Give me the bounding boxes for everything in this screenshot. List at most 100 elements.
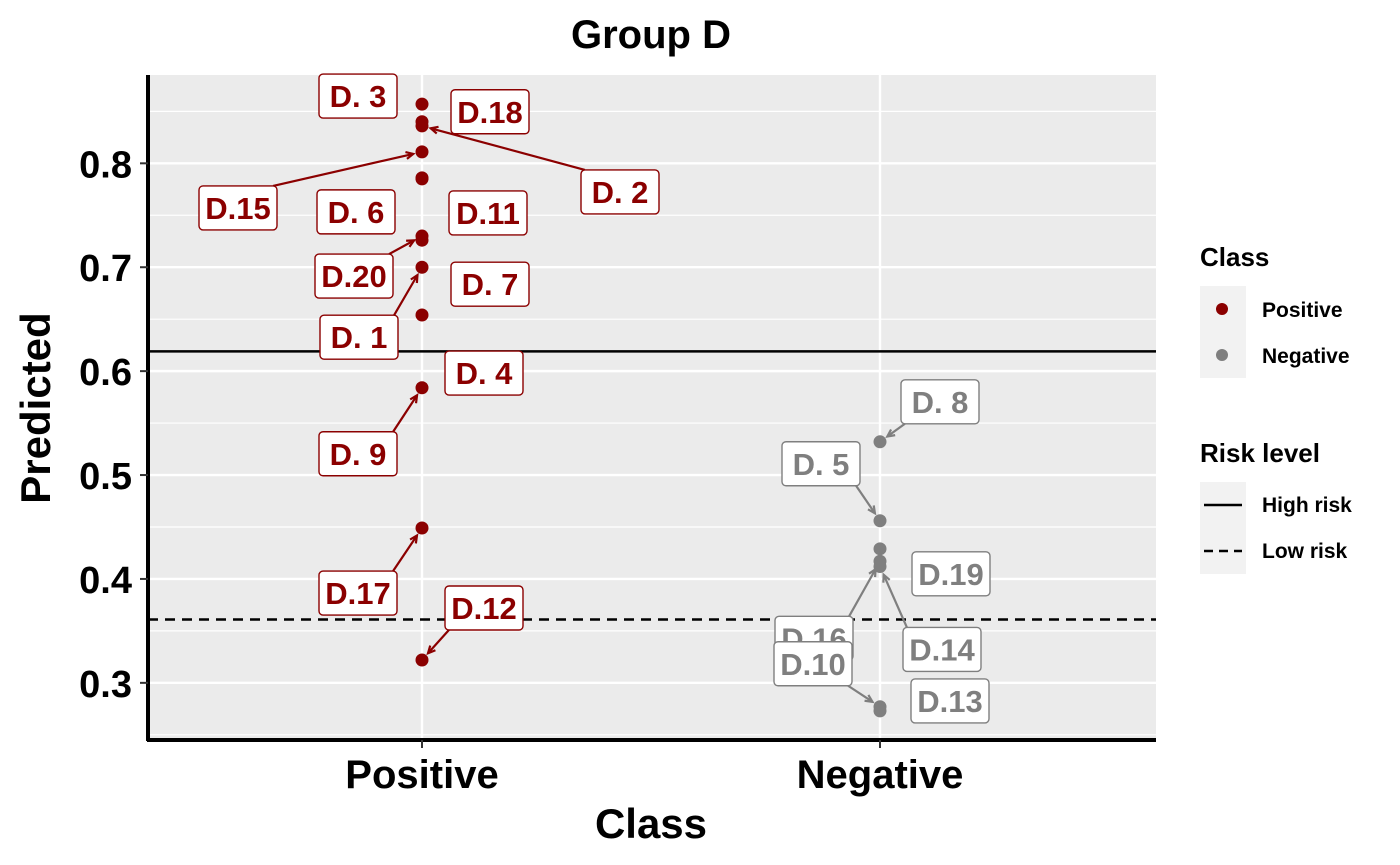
data-label: D. 3 xyxy=(318,73,398,119)
x-tick-label: Positive xyxy=(345,753,498,797)
data-label: D. 4 xyxy=(444,350,524,396)
data-label: D.13 xyxy=(910,678,990,724)
data-label-text: D.18 xyxy=(457,95,522,130)
data-label-text: D. 7 xyxy=(462,267,519,302)
label-leader xyxy=(430,127,586,171)
label-leader xyxy=(393,274,419,316)
legend-positive-key xyxy=(1216,303,1228,315)
data-point xyxy=(873,435,887,449)
legend-class-title: Class xyxy=(1200,242,1269,272)
data-label-box xyxy=(911,551,991,597)
data-label-box xyxy=(450,261,530,307)
data-point xyxy=(415,260,429,274)
data-label: D.10 xyxy=(773,641,853,687)
data-label-box xyxy=(318,570,398,616)
data-label-text: D. 5 xyxy=(793,447,850,482)
data-label-text: D.11 xyxy=(456,196,520,231)
data-label-box xyxy=(781,441,861,487)
data-label-text: D. 4 xyxy=(456,356,514,391)
data-label-box xyxy=(318,73,398,119)
data-points xyxy=(415,97,887,718)
axis-lines xyxy=(146,75,1156,742)
data-label: D.15 xyxy=(198,185,278,231)
minor-gridlines xyxy=(148,110,1156,736)
label-leader xyxy=(848,568,877,617)
data-label-text: D.10 xyxy=(780,647,845,682)
data-point xyxy=(415,521,429,535)
data-label-box xyxy=(314,253,394,299)
label-leader xyxy=(272,152,414,187)
data-label-box xyxy=(773,641,853,687)
label-leader xyxy=(855,485,876,514)
data-label: D. 9 xyxy=(318,431,398,477)
data-label-text: D. 8 xyxy=(912,385,969,420)
data-label-text: D.17 xyxy=(325,576,390,611)
data-point xyxy=(873,542,887,556)
leader-arrowhead xyxy=(864,694,875,704)
data-label-box xyxy=(900,379,980,425)
data-label: D. 6 xyxy=(316,189,396,235)
legend-high-risk-label: High risk xyxy=(1262,494,1352,517)
data-label-text: D. 6 xyxy=(328,195,385,230)
data-point xyxy=(415,172,429,186)
data-label-box xyxy=(910,678,990,724)
label-leader xyxy=(388,239,415,256)
leader-arrowhead xyxy=(426,645,436,656)
data-label: D. 7 xyxy=(450,261,530,307)
data-labels: D. 3 D.18 D. 2 D.15 D. 6 D.11 D.20 D. 7 D. 1 D. 4… xyxy=(198,73,991,724)
leader-arrowhead xyxy=(428,125,439,135)
leader-arrowhead xyxy=(409,533,419,544)
data-point xyxy=(415,145,429,159)
data-label: D. 1 xyxy=(319,314,399,360)
y-tick-label: 0.7 xyxy=(79,248,132,290)
x-tick-label: Negative xyxy=(797,753,964,797)
legend-class-key-background xyxy=(1200,286,1246,378)
data-label-box xyxy=(450,89,530,135)
data-label-box xyxy=(902,626,982,673)
data-label-box xyxy=(319,314,399,360)
data-label: D. 2 xyxy=(580,169,660,215)
data-label-box xyxy=(444,350,524,396)
data-point xyxy=(873,514,887,528)
data-label: D.14 xyxy=(902,626,982,673)
data-point xyxy=(873,704,887,718)
data-label: D. 5 xyxy=(781,441,861,487)
data-label: D.20 xyxy=(314,253,394,299)
major-gridlines xyxy=(148,75,1156,740)
chart-title: Group D xyxy=(571,13,731,57)
legend-low-risk-label: Low risk xyxy=(1262,540,1348,563)
data-point xyxy=(415,119,429,133)
data-point xyxy=(415,381,429,395)
legend-risk-title: Risk level xyxy=(1200,438,1320,468)
label-leader xyxy=(427,629,450,655)
x-axis-title: Class xyxy=(595,800,707,847)
data-label-text: D.12 xyxy=(451,591,516,626)
y-tick-label: 0.4 xyxy=(79,560,132,602)
data-label-text: D. 2 xyxy=(592,175,649,210)
data-label-box xyxy=(580,169,660,215)
y-axis-title: Predicted xyxy=(12,312,59,503)
legend-positive-label: Positive xyxy=(1262,299,1343,322)
leader-arrowhead xyxy=(882,572,891,583)
data-label-text: D.19 xyxy=(918,557,983,592)
data-point xyxy=(415,308,429,322)
data-label-text: D. 9 xyxy=(330,437,387,472)
data-label: D.18 xyxy=(450,89,530,135)
data-label: D. 8 xyxy=(900,379,980,425)
y-tick-label: 0.3 xyxy=(79,664,132,706)
leader-arrowhead xyxy=(410,272,419,284)
y-tick-label: 0.8 xyxy=(79,144,132,186)
legend-negative-label: Negative xyxy=(1262,345,1350,368)
data-label-text: D. 1 xyxy=(331,320,388,355)
data-label-text: D.20 xyxy=(321,259,386,294)
data-label-box xyxy=(444,585,524,631)
label-leader xyxy=(847,684,874,703)
legend-negative-key xyxy=(1216,349,1228,361)
label-leader xyxy=(886,422,906,438)
label-leader xyxy=(882,574,908,628)
data-label-text: D. 3 xyxy=(330,79,387,114)
data-label-box xyxy=(316,189,396,235)
y-tick-label: 0.6 xyxy=(79,352,132,394)
leader-arrowhead xyxy=(405,151,416,160)
